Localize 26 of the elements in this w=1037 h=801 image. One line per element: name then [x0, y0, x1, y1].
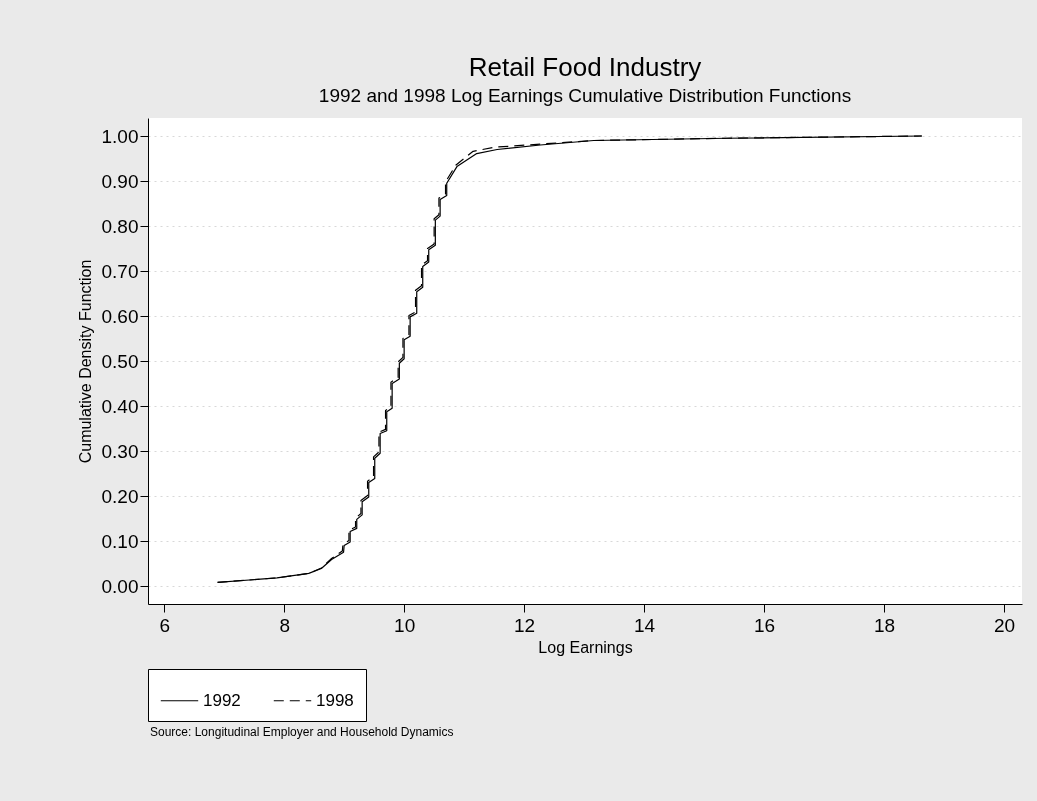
y-tick-label: 1.00	[101, 125, 139, 147]
x-tick-label: 18	[873, 614, 896, 636]
y-tick-label: 0.60	[101, 305, 139, 327]
y-tick-label: 0.90	[101, 170, 139, 192]
x-tick-label: 6	[159, 614, 170, 636]
source-note: Source: Longitudinal Employer and Household Dynamics	[150, 725, 454, 739]
y-axis-title: Cumulative Density Function	[76, 259, 94, 464]
x-axis-title: Log Earnings	[538, 638, 633, 656]
y-tick-label: 0.50	[101, 350, 139, 372]
y-tick-label: 0.70	[101, 260, 139, 282]
y-tick-label: 0.30	[101, 440, 139, 462]
x-tick-label: 10	[394, 614, 416, 636]
x-tick-label: 14	[634, 614, 656, 636]
chart-subtitle: 1992 and 1998 Log Earnings Cumulative Distribution Functions	[318, 85, 852, 106]
y-tick-label: 0.00	[101, 575, 139, 597]
y-tick-label: 0.20	[101, 485, 139, 507]
legend-label: 1992	[203, 690, 241, 710]
y-tick-label: 0.40	[101, 395, 139, 417]
chart-title: Retail Food Industry	[468, 52, 702, 82]
y-tick-label: 0.10	[101, 530, 139, 552]
y-tick-label: 0.80	[101, 215, 139, 237]
x-tick-label: 12	[514, 614, 536, 636]
x-tick-label: 16	[753, 614, 776, 636]
x-tick-label: 8	[279, 614, 290, 636]
x-tick-label: 20	[993, 614, 1016, 636]
legend-label: 1998	[316, 690, 354, 710]
